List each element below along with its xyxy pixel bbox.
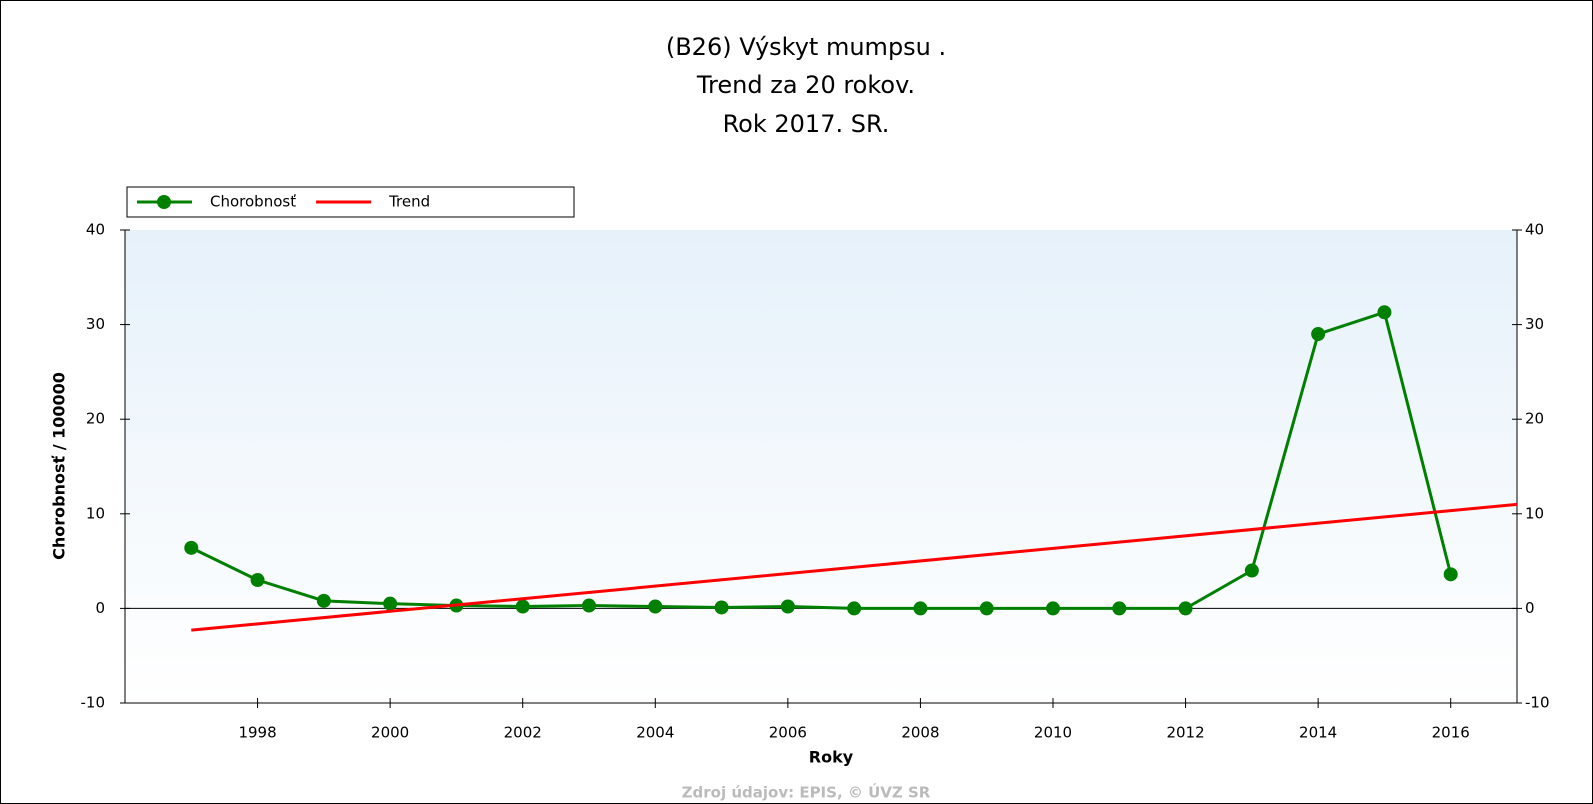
y-tick-label: 30 [86, 315, 105, 333]
y-tick-label: -10 [81, 694, 106, 712]
plot-area [125, 230, 1517, 703]
point [383, 596, 398, 611]
x-tick-label: 2000 [371, 724, 409, 742]
y2-tick-label: 0 [1525, 599, 1535, 617]
source: Zdroj údajov: EPIS, © ÚVZ SR [682, 783, 931, 802]
y2-tick-label: 40 [1525, 221, 1544, 239]
legend-label: Trend [388, 193, 430, 211]
point [1443, 567, 1458, 582]
x-tick-label: 1998 [238, 724, 276, 742]
point [1244, 563, 1259, 578]
series-line [190, 310, 1453, 610]
point [1178, 601, 1193, 616]
y2-tick-label: 30 [1525, 315, 1544, 333]
y2-tick-label: 10 [1525, 504, 1544, 522]
y-tick-label: 20 [86, 410, 105, 428]
x-tick-label: 2006 [769, 724, 807, 742]
x-tick-label: 2012 [1166, 724, 1204, 742]
y-axis-label: Chorobnosť / 100000 [50, 372, 69, 560]
x-tick-label: 2002 [504, 724, 542, 742]
point [1112, 601, 1127, 616]
series-line [191, 502, 1518, 632]
point [184, 540, 199, 555]
x-tick-label: 2004 [636, 724, 674, 742]
point [515, 599, 530, 614]
point [1377, 305, 1392, 320]
chart-title: Rok 2017. SR. [723, 110, 890, 138]
x-axis-label: Roky [809, 748, 854, 767]
x-tick-label: 2010 [1034, 724, 1072, 742]
point [1046, 601, 1060, 616]
point [582, 598, 596, 613]
chart-title: (B26) Výskyt mumpsu . [666, 33, 946, 61]
chart-title: Trend za 20 rokov. [696, 71, 915, 99]
y-tick-label: 0 [95, 599, 105, 617]
y-tick-label: 10 [86, 504, 105, 522]
point [780, 599, 795, 614]
point [1311, 327, 1326, 342]
point [714, 600, 729, 615]
x-tick-label: 2016 [1432, 724, 1470, 742]
y2-tick-label: -10 [1525, 694, 1550, 712]
legend-marker [157, 195, 171, 209]
point [648, 599, 663, 614]
point [250, 573, 265, 588]
x-tick-label: 2014 [1299, 724, 1337, 742]
y-tick-label: 40 [86, 221, 105, 239]
y2-tick-label: 20 [1525, 410, 1544, 428]
x-tick-label: 2008 [901, 724, 939, 742]
legend-label: Chorobnosť [210, 193, 296, 211]
point [913, 601, 928, 616]
point [847, 601, 862, 616]
point [316, 593, 331, 608]
point [979, 601, 994, 616]
